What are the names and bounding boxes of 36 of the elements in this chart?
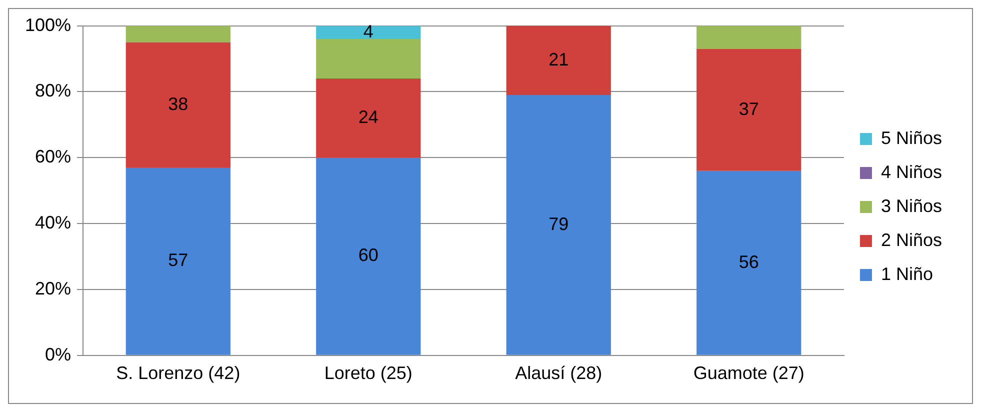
y-tick-label: 80% (35, 80, 72, 101)
bar (506, 26, 611, 96)
data-label: 24 (358, 107, 378, 128)
data-label: 57 (168, 250, 188, 270)
bar (696, 48, 802, 171)
bar (696, 26, 802, 49)
bar (696, 170, 802, 355)
data-label: 38 (168, 94, 188, 114)
x-tick-label: S. Lorenzo (42) (116, 363, 240, 384)
bar (126, 168, 230, 355)
legend-label: 1 Niño (880, 264, 933, 284)
bar (126, 42, 230, 168)
legend-label: 3 Niños (880, 196, 942, 216)
y-tick-label: 20% (35, 278, 72, 298)
legend-label: 4 Niños (880, 162, 942, 182)
bar (316, 26, 421, 39)
y-tick-label: 100% (24, 14, 72, 35)
data-label: 56 (738, 252, 759, 272)
data-label: 60 (358, 245, 378, 266)
bar (316, 158, 421, 355)
bar (316, 38, 421, 79)
y-tick-label: 60% (35, 146, 72, 167)
data-label: 21 (548, 49, 569, 70)
data-label: 4 (363, 21, 374, 42)
x-tick-label: Alausí (28) (515, 363, 602, 384)
bar (316, 78, 421, 158)
x-tick-label: Guamote (27) (693, 363, 804, 384)
data-label: 79 (548, 214, 569, 234)
bar (506, 95, 611, 355)
data-label: 37 (738, 98, 759, 119)
legend-label: 5 Niños (880, 128, 942, 148)
y-tick-label: 0% (45, 344, 72, 364)
legend-label: 2 Niños (880, 230, 942, 250)
y-tick-label: 40% (35, 212, 72, 233)
bar (126, 26, 230, 42)
x-tick-label: Loreto (25) (324, 363, 412, 384)
